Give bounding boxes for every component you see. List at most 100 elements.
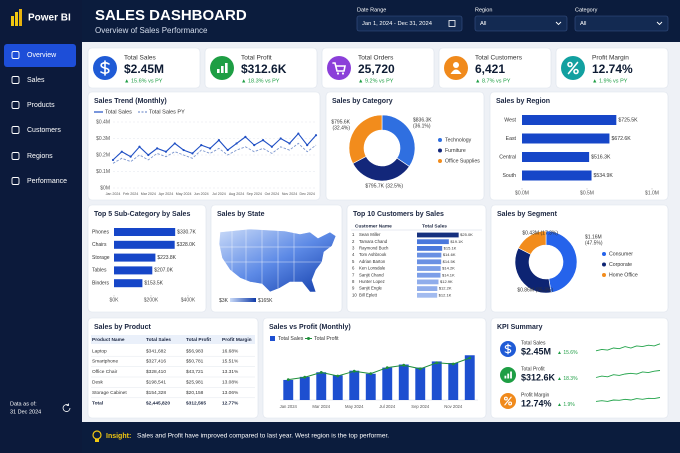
glyph [567,61,579,75]
nav-item[interactable]: Customers [27,127,61,134]
data-label: $14.1K [442,272,455,277]
legend-swatch [438,148,442,153]
table-cell: 13.31% [222,369,239,375]
data-as-of: 31 Dec 2024 [10,409,41,415]
card [87,47,201,89]
kpi-icon [327,56,351,80]
chart-title: Sales by State [217,211,265,218]
card [321,47,435,89]
kpi-label: Total Profit [241,55,272,62]
column-header: Total Sales [422,223,447,229]
customer-name: Bill Eplett [359,292,378,297]
x-tick-label: Jul 2024 [212,192,226,196]
rank: 8 [352,279,355,284]
rank: 2 [352,239,355,244]
nav-item[interactable]: Regions [27,153,53,160]
filter-value: Jan 1, 2024 - Dec 31, 2024 [362,21,433,27]
x-tick-label: Mar 2024 [312,404,330,409]
rank: 10 [352,292,357,297]
bar [417,279,439,285]
filter-value: All [580,21,586,27]
nav-icon[interactable] [11,152,20,160]
bar [114,253,156,262]
nav-icon[interactable] [11,177,20,185]
bar [448,362,459,400]
filter-box[interactable] [356,15,463,32]
chart-title: Sales by Category [332,98,393,105]
bar [382,367,393,400]
kpi-change: ▲ 1.9% [557,402,575,408]
point [385,366,389,369]
nav-item[interactable]: Performance [27,178,67,185]
legend-label: Office Supplies [445,158,480,164]
nav-item[interactable]: Sales [27,77,45,84]
filter-box[interactable] [574,15,669,32]
bar [431,361,442,400]
category-label: East [506,136,517,142]
nav-item[interactable]: Overview [27,52,57,59]
data-label: $153.5K [144,281,163,287]
legend-label: Consumer [609,251,633,257]
data-label: $725.5K [618,117,638,123]
nav-icon[interactable] [11,101,20,109]
data-label: $14.6K [443,252,456,257]
bar [522,152,590,162]
brand-logo [11,9,22,26]
bar [417,272,441,278]
series-line [288,357,470,381]
nav-icon[interactable] [11,126,20,134]
point [147,153,150,157]
point [253,144,256,147]
nav-icon[interactable] [11,51,20,59]
bar [417,232,459,238]
column-header: Total Profit [186,337,211,343]
rank: 3 [352,246,355,251]
x-tick-label: Nov 2024 [282,192,297,196]
data-label: $516.3K [591,154,611,160]
customer-name: Ken Lonsdale [359,266,386,271]
kpi-value: 12.74% [592,62,633,76]
bar [417,246,443,251]
data-label: $12.1K [439,292,452,297]
legend-swatch [438,138,442,142]
legend-label: $3K [219,298,229,304]
series-line [112,132,317,161]
data-label: (32.4%) [332,125,350,131]
glyph [573,68,579,75]
glyph [341,72,345,75]
glyph [100,60,110,76]
x-tick-label: Jul 2024 [379,404,396,409]
nav-icon[interactable] [11,76,20,84]
customer-name: Hunter Lopez [359,279,385,284]
rank: 6 [352,266,355,271]
customer-name: Adrian Barton [359,259,386,264]
dashboard-subtitle: Overview of Sales Performance [95,26,208,35]
customer-name: Raymond Buch [359,246,389,251]
rank: 1 [352,232,355,237]
table-cell: $154,328 [146,390,166,396]
dropdown-chevron [656,21,663,26]
nav-item[interactable]: Products [27,102,55,109]
point [226,148,229,152]
bar [299,376,310,400]
donut-slice [348,114,383,164]
point [279,137,282,140]
bar [114,266,153,275]
refresh-icon[interactable] [62,403,71,412]
glyph [503,396,508,401]
point [286,378,290,381]
bar [522,170,592,181]
rank: 7 [352,272,355,277]
x-tick-label: Jan 2024 [106,192,121,196]
filter-box[interactable] [474,15,568,32]
category-label: Binders [92,281,109,287]
card [490,317,669,419]
filter-label: Category [575,7,598,13]
legend-label: Total Sales [105,109,132,115]
bar [114,228,176,236]
data-label: (35.3%) [536,287,554,293]
filter-label: Date Range [357,7,386,13]
series-line [112,142,317,164]
chart-title: Top 10 Customers by Sales [353,211,444,218]
filter-value: All [480,21,486,27]
